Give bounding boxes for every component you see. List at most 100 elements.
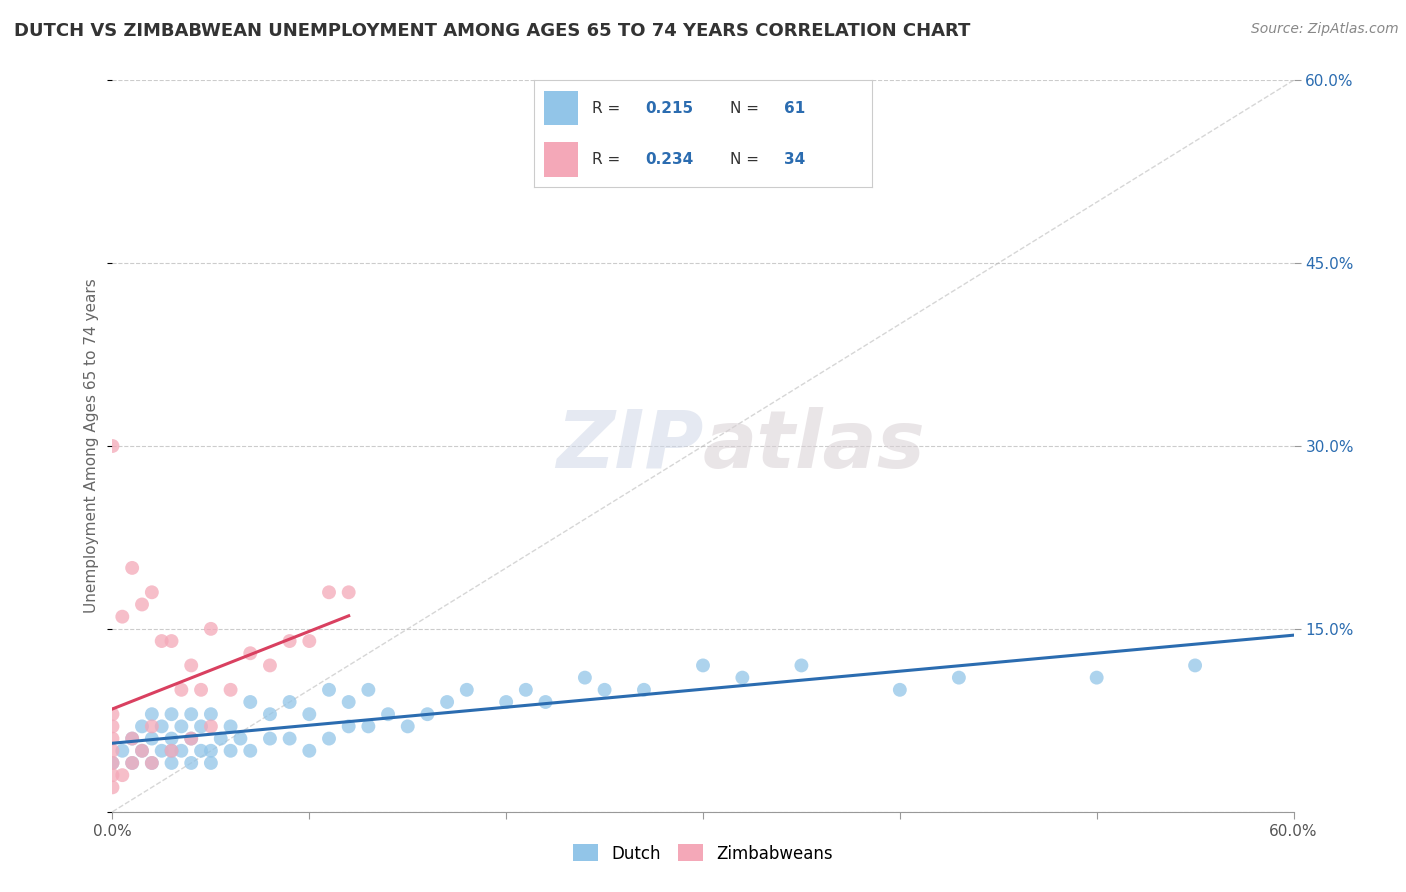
FancyBboxPatch shape [544,143,578,177]
Point [515,682,537,697]
Point [190,744,212,758]
Point [101,707,124,722]
Point [318,682,340,697]
Point [278,695,301,709]
Text: N =: N = [730,152,763,167]
Text: N =: N = [730,101,763,116]
Point [593,682,616,697]
Point [121,756,143,770]
Point [456,682,478,697]
Point [495,695,517,709]
Text: Source: ZipAtlas.com: Source: ZipAtlas.com [1251,22,1399,37]
Point [377,707,399,722]
Point [121,756,143,770]
Point [101,780,124,795]
Point [318,731,340,746]
Y-axis label: Unemployment Among Ages 65 to 74 years: Unemployment Among Ages 65 to 74 years [84,278,100,614]
Point [278,634,301,648]
Point [337,695,360,709]
Point [180,731,202,746]
Point [160,634,183,648]
Text: atlas: atlas [703,407,925,485]
Point [150,744,173,758]
Point [436,695,458,709]
Point [141,707,163,722]
Point [357,682,380,697]
Text: 34: 34 [785,152,806,167]
Text: R =: R = [592,152,624,167]
Point [150,634,173,648]
Point [180,658,202,673]
Point [396,719,419,733]
Point [239,646,262,660]
Point [101,768,124,782]
Point [298,744,321,758]
Legend: Dutch, Zimbabweans: Dutch, Zimbabweans [567,838,839,869]
Point [259,658,281,673]
Point [101,719,124,733]
Point [337,585,360,599]
Point [160,744,183,758]
Point [131,744,153,758]
Point [170,719,193,733]
Point [170,682,193,697]
Point [180,756,202,770]
Point [200,622,222,636]
Point [200,707,222,722]
Point [101,439,124,453]
Point [111,744,134,758]
Point [790,658,813,673]
Point [180,731,202,746]
Point [121,731,143,746]
FancyBboxPatch shape [544,91,578,125]
Text: 0.234: 0.234 [645,152,695,167]
Point [160,731,183,746]
Point [209,731,232,746]
Point [1184,658,1206,673]
Point [160,744,183,758]
Point [200,719,222,733]
Point [219,719,242,733]
Point [111,609,134,624]
Point [141,719,163,733]
Point [101,756,124,770]
Point [160,756,183,770]
Point [229,731,252,746]
Point [200,744,222,758]
Point [416,707,439,722]
Point [219,744,242,758]
Text: 0.215: 0.215 [645,101,693,116]
Point [121,731,143,746]
Point [692,658,714,673]
Text: ZIP: ZIP [555,407,703,485]
Text: DUTCH VS ZIMBABWEAN UNEMPLOYMENT AMONG AGES 65 TO 74 YEARS CORRELATION CHART: DUTCH VS ZIMBABWEAN UNEMPLOYMENT AMONG A… [14,22,970,40]
Point [1085,671,1108,685]
Point [150,719,173,733]
Point [101,744,124,758]
Point [111,768,134,782]
Point [180,707,202,722]
Point [889,682,911,697]
Point [170,744,193,758]
Point [101,756,124,770]
Point [141,756,163,770]
Text: 61: 61 [785,101,806,116]
Point [121,561,143,575]
Point [534,695,557,709]
Point [101,731,124,746]
Point [239,695,262,709]
Point [259,707,281,722]
Point [200,756,222,770]
Point [278,731,301,746]
Point [298,634,321,648]
Point [948,671,970,685]
Point [298,707,321,722]
Point [337,719,360,733]
Point [131,744,153,758]
Point [141,585,163,599]
Point [190,719,212,733]
Text: R =: R = [592,101,624,116]
Point [219,682,242,697]
Point [141,756,163,770]
Point [318,585,340,599]
